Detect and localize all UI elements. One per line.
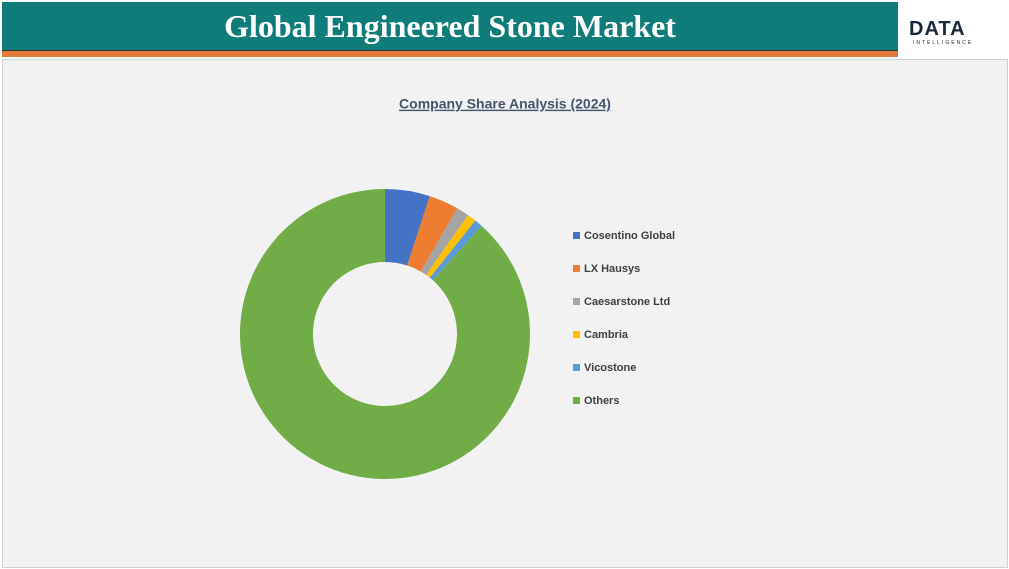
legend-label: Cambria — [584, 329, 629, 341]
donut-slice — [420, 208, 469, 275]
legend-label: Cosentino Global — [584, 230, 675, 242]
legend-swatch — [573, 298, 580, 305]
donut-slice — [429, 220, 482, 281]
legend-label: Caesarstone Ltd — [584, 296, 670, 308]
legend-label: LX Hausys — [584, 263, 640, 275]
legend-label: Vicostone — [584, 362, 636, 374]
header-bar: Global Engineered Stone Market — [2, 2, 898, 50]
header-title: Global Engineered Stone Market — [224, 8, 676, 44]
logo-subtext: INTELLIGENCE — [913, 40, 974, 46]
donut-slice — [385, 189, 430, 266]
legend-swatch — [573, 397, 580, 404]
chart-title: Company Share Analysis (2024) — [399, 96, 611, 112]
header-stripe — [2, 50, 898, 57]
legend-label: Others — [584, 395, 619, 407]
logo: DATA INTELLIGENCE — [899, 2, 1007, 56]
donut-slice — [407, 196, 458, 272]
donut-slice — [426, 215, 476, 278]
logo-text: DATA — [909, 18, 966, 40]
legend-swatch — [573, 364, 580, 371]
legend-swatch — [573, 232, 580, 239]
legend-swatch — [573, 331, 580, 338]
donut-slice — [239, 189, 530, 480]
legend-swatch — [573, 265, 580, 272]
